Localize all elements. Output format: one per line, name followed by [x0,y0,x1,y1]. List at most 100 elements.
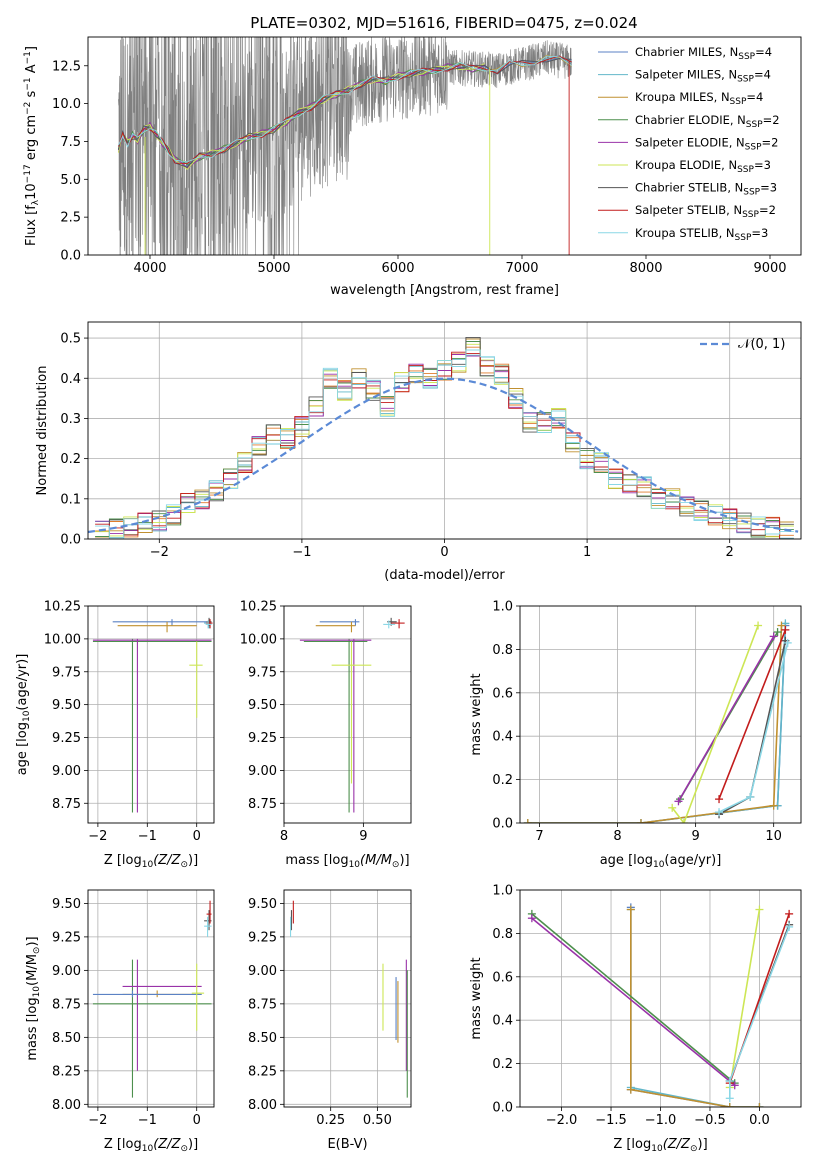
y-axis-label-part: −1 [23,51,33,64]
y-axis-label-part: 10 [24,183,39,200]
legend-label-part: Salpeter STELIB, N [635,203,742,217]
series-salpeter_miles [527,623,787,823]
x-axis-label-part: (M/M [360,853,392,868]
y-tick-label: 9.25 [52,930,81,945]
x-tick-label: 0.50 [363,1113,392,1128]
series-salpeter_stelib [718,629,787,800]
y-tick-label: 10.00 [44,632,81,647]
y-axis-label-part: −1 [23,77,33,90]
x-axis-label-part: )] [399,853,409,868]
x-tick-label: 7000 [505,261,538,276]
y-tick-label: 9.50 [52,698,81,713]
x-axis-label: Z [log10(Z/Z⊙)] [613,1137,707,1154]
legend-label-part: =4 [754,68,771,82]
x-tick-label: 2 [726,545,734,560]
series-kroupa_miles [629,909,760,1107]
y-tick-label: 9.00 [52,764,81,779]
y-tick-label: 1.0 [492,884,513,899]
y-tick-label: 5.0 [60,173,81,188]
x-tick-label: −1 [138,829,157,844]
y-tick-label: 0.2 [492,1057,513,1072]
y-axis-label-part: Flux [f [24,205,39,246]
histogram-kroupa_stelib [95,349,794,539]
axes-mass_vs_EBV: 0.25 0.50 8.00 8.25 8.50 8.75 9.00 9.25 9.50 [248,889,412,1128]
y-tick-label: 0.0 [60,249,81,264]
legend-label-part: =3 [760,181,777,195]
legend-label-part: =3 [754,158,771,172]
plot-area [527,903,794,1107]
axes-age_vs_mass: 8 9 8.75 9.00 9.25 9.50 9.75 10.00 10.25 mass [lo… [240,600,412,870]
x-axis-label-part: )] [698,1137,708,1152]
y-tick-label: 1.0 [492,600,513,615]
x-axis-label-part: ⊙ [180,860,188,870]
x-tick-label: 0.25 [316,1113,345,1128]
y-axis-label-part: 10 [22,710,32,722]
series-salpeter_miles [629,909,760,1107]
histogram-chabrier_elodie [95,341,794,538]
x-axis-label: E(B-V) [327,1137,367,1152]
legend-label: Salpeter STELIB, NSSP=2 [635,203,776,220]
y-tick-label: 0.0 [492,817,513,832]
y-tick-label: 0.1 [60,492,81,507]
x-tick-label: 8000 [629,261,662,276]
axes-frame [283,605,412,824]
y-tick-label: 0.6 [492,686,513,701]
data-spectrum [118,37,572,255]
y-tick-label: 10.00 [240,632,277,647]
x-axis-label: mass [log10(M/M⊙)] [285,853,409,870]
y-tick-label: 0.6 [492,970,513,985]
y-tick-label: 8.00 [52,1098,81,1113]
normal-curve [88,377,799,534]
legend-label-part: =2 [762,135,779,149]
x-axis-label-part: Z [log [104,853,142,868]
legend-label-part: SSP [737,165,754,175]
x-tick-label: −0.5 [694,1113,726,1128]
axes-mass_vs_Z: −2 −1 08.008.258.508.759.009.259.50Z [log1… [25,889,215,1154]
y-tick-label: 9.25 [248,930,277,945]
y-tick-label: 8.50 [248,1031,277,1046]
plot-area [289,900,408,1098]
legend: 𝒩(0, 1) [700,337,785,352]
legend-label-part: Kroupa ELODIE, N [635,158,737,172]
y-axis-label: age [log10(age/yr)] [15,654,32,776]
y-tick-label: 0.8 [492,643,513,658]
x-axis-label-part: 10 [651,1144,663,1154]
axes-frame [87,605,215,824]
legend-label: Kroupa STELIB, NSSP=3 [635,226,768,243]
axes-age_vs_Z: −2 −1 0 8.75 9.00 9.25 9.50 9.75 10.00 10.25 Z [lo… [15,600,215,870]
x-tick-label: −1 [292,545,311,560]
y-tick-label: 10.25 [240,600,277,615]
y-axis-label-part: age [log [15,722,30,775]
y-tick-label: 10.0 [52,97,81,112]
y-axis-label-part: (age/yr)] [15,654,30,711]
y-tick-label: 9.00 [248,964,277,979]
axes-frame [283,889,412,1108]
x-axis-label-part: Z [log [104,1137,142,1152]
x-axis-label: (data-model)/error [384,568,505,583]
y-axis-label-part: (M/M [25,954,40,986]
legend-label-part: SSP [743,188,760,198]
x-axis-label-part: )] [188,853,198,868]
figure-title: PLATE=0302, MJD=51616, FIBERID=0475, z=0… [250,14,637,32]
plot-area [523,619,792,823]
x-tick-label: −1.5 [595,1113,627,1128]
series-salpeter_elodie [531,917,736,1086]
x-axis-label-part: (Z/Z [663,1137,691,1152]
y-tick-label: 9.75 [248,665,277,680]
y-axis-label: mass weight [469,957,484,1039]
x-tick-label: −2 [88,1113,107,1128]
x-tick-label: 10 [765,829,782,844]
axes-frame [519,889,802,1108]
x-tick-label: 7 [535,829,543,844]
series-salpeter_elodie [677,636,775,802]
x-axis-label-part: 10 [142,1144,154,1154]
axes-frame [87,36,802,256]
x-tick-label: 1 [583,545,591,560]
series-kroupa_elodie [671,625,759,823]
x-axis-label-part: )] [188,1137,198,1152]
y-axis-label-part: erg cm [24,115,39,164]
x-tick-label: 9000 [753,261,786,276]
legend-label-part: =2 [759,203,776,217]
y-axis-label: mass weight [469,673,484,755]
y-tick-label: 9.00 [52,964,81,979]
